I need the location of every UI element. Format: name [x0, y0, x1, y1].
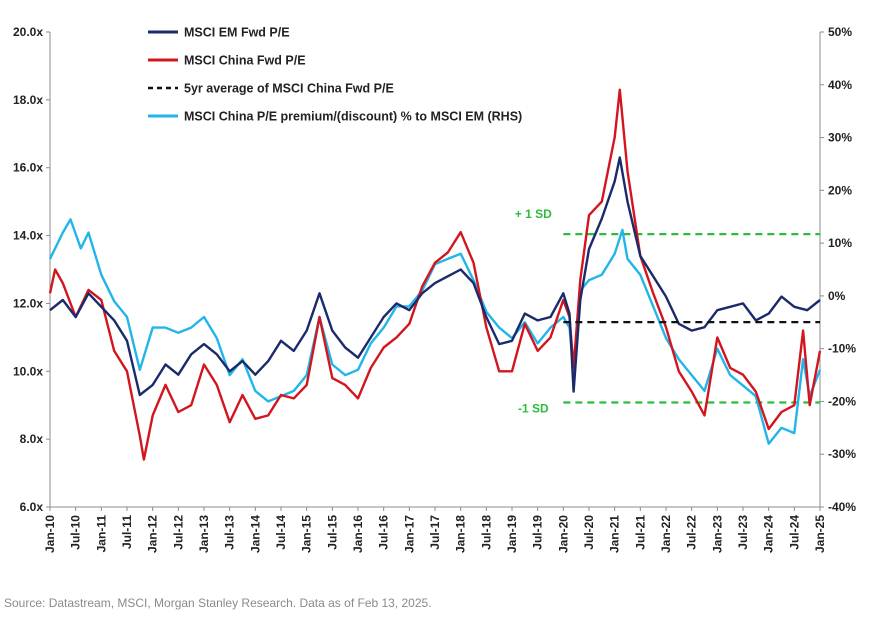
x-tick-label: Jul-10	[69, 515, 83, 550]
right-tick-label: 10%	[828, 236, 852, 250]
x-tick-label: Jul-14	[274, 515, 288, 550]
upper-sd-label: + 1 SD	[515, 207, 552, 221]
left-tick-label: 8.0x	[20, 432, 44, 446]
left-tick-label: 10.0x	[13, 364, 43, 378]
x-tick-label: Jan-11	[94, 515, 108, 553]
x-tick-label: Jul-19	[531, 515, 545, 550]
legend-label-premium: MSCI China P/E premium/(discount) % to M…	[184, 110, 522, 124]
x-tick-label: Jan-20	[556, 515, 570, 553]
x-tick-label: Jan-24	[762, 515, 776, 553]
left-tick-label: 18.0x	[13, 93, 43, 107]
right-tick-label: -10%	[828, 342, 856, 356]
right-tick-label: 0%	[828, 289, 846, 303]
right-tick-label: -20%	[828, 394, 856, 408]
source-note: Source: Datastream, MSCI, Morgan Stanley…	[4, 596, 432, 610]
x-tick-label: Jul-18	[479, 515, 493, 550]
legend-label-em: MSCI EM Fwd P/E	[184, 26, 290, 40]
x-tick-label: Jul-15	[325, 515, 339, 550]
right-tick-label: 30%	[828, 131, 852, 145]
series-line-premium	[48, 218, 822, 445]
x-tick-label: Jan-14	[248, 515, 262, 553]
x-tick-label: Jul-22	[685, 515, 699, 550]
left-tick-label: 12.0x	[13, 296, 43, 310]
x-tick-label: Jul-21	[633, 515, 647, 550]
left-tick-label: 16.0x	[13, 161, 43, 175]
x-tick-label: Jan-12	[146, 515, 160, 553]
x-tick-label: Jan-19	[505, 515, 519, 553]
x-tick-label: Jan-23	[710, 515, 724, 553]
x-tick-label: Jul-13	[223, 515, 237, 550]
right-tick-label: -40%	[828, 500, 856, 514]
right-tick-label: 40%	[828, 78, 852, 92]
right-tick-label: -30%	[828, 447, 856, 461]
right-tick-label: 20%	[828, 183, 852, 197]
x-tick-label: Jan-10	[43, 515, 57, 553]
x-tick-label: Jan-18	[454, 515, 468, 553]
x-tick-label: Jan-17	[402, 515, 416, 553]
x-tick-label: Jul-17	[428, 515, 442, 550]
x-tick-label: Jul-24	[787, 515, 801, 550]
x-tick-label: Jan-21	[608, 515, 622, 553]
legend-label-avg: 5yr average of MSCI China Fwd P/E	[184, 82, 394, 96]
legend-label-china: MSCI China Fwd P/E	[184, 54, 306, 68]
x-tick-label: Jan-15	[300, 515, 314, 553]
x-tick-label: Jan-25	[813, 515, 827, 553]
series-line-china	[48, 88, 822, 461]
lower-sd-label: -1 SD	[518, 402, 549, 416]
right-tick-label: 50%	[828, 25, 852, 39]
x-tick-label: Jul-23	[736, 515, 750, 550]
x-tick-label: Jul-20	[582, 515, 596, 550]
left-tick-label: 14.0x	[13, 229, 43, 243]
x-tick-label: Jul-12	[171, 515, 185, 550]
x-tick-label: Jul-16	[377, 515, 391, 550]
series-line-em	[49, 156, 821, 397]
left-tick-label: 20.0x	[13, 25, 43, 39]
x-tick-label: Jul-11	[120, 515, 134, 549]
x-tick-label: Jan-22	[659, 515, 673, 553]
left-tick-label: 6.0x	[20, 500, 44, 514]
x-tick-label: Jan-13	[197, 515, 211, 553]
x-tick-label: Jan-16	[351, 515, 365, 553]
